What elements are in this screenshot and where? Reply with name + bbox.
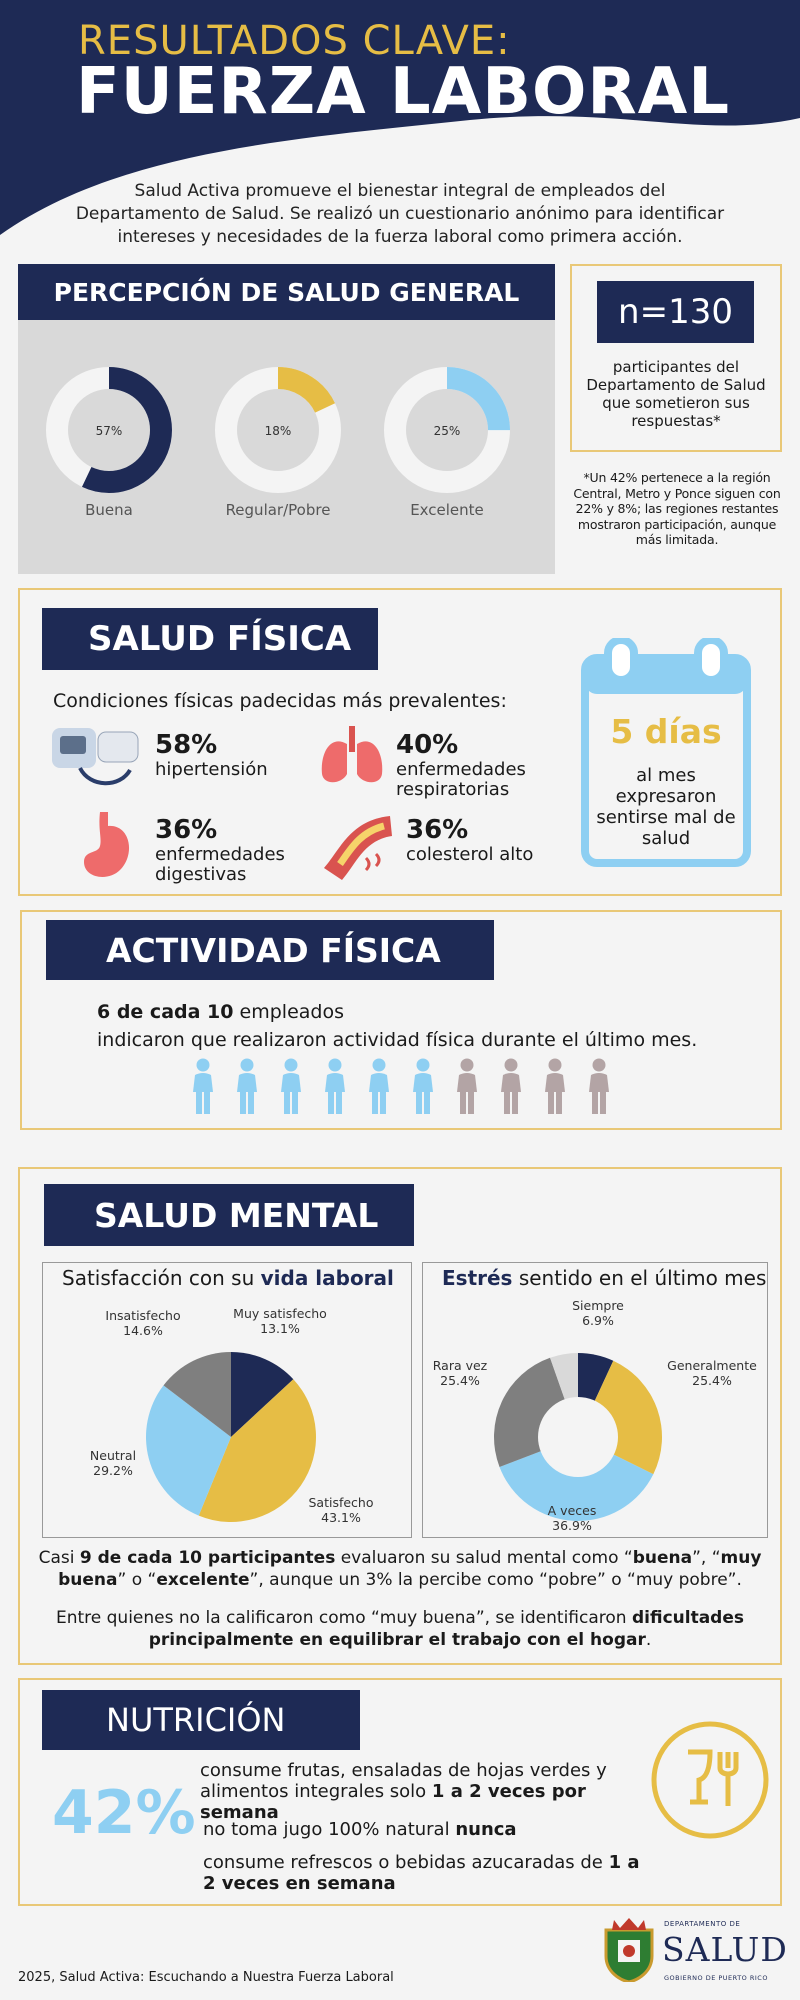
people-row (180, 1058, 630, 1118)
days-desc: al mes expresaron sentirse mal de salud (596, 765, 736, 849)
donut-label: Buena (85, 501, 133, 519)
logo-main-text: SALUD (662, 1930, 788, 1969)
fisica-item-hipertension: 58% hipertensión (155, 730, 268, 780)
pie-label: Rara vez (433, 1358, 488, 1373)
nutricion-line-3: consume refrescos o bebidas azucaradas d… (203, 1852, 640, 1894)
donut-label: Regular/Pobre (226, 501, 331, 519)
actividad-heading: ACTIVIDAD FÍSICA (46, 920, 494, 980)
participants-desc: participantes del Departamento de Salud … (586, 358, 766, 430)
pie-label: Insatisfecho (105, 1308, 180, 1323)
satisfaction-title: Satisfacción con su vida laboral (62, 1266, 394, 1290)
pie-slice (499, 1437, 654, 1521)
pie-slice (231, 1352, 294, 1437)
nutricion-line-1: consume frutas, ensaladas de hojas verde… (200, 1760, 607, 1823)
donut-hole (538, 1397, 618, 1477)
logo-bottom-text: GOBIERNO DE PUERTO RICO (664, 1974, 768, 1982)
pie-value: 14.6% (123, 1323, 163, 1338)
person-icon (281, 1058, 301, 1114)
calendar-icon (581, 638, 751, 867)
stress-chart-box (422, 1262, 768, 1538)
footer-credit: 2025, Salud Activa: Escuchando a Nuestra… (18, 1970, 394, 1985)
pie-label: Neutral (90, 1448, 136, 1463)
pie-slice (163, 1352, 231, 1437)
pie-label: Muy satisfecho (233, 1306, 327, 1321)
person-icon (545, 1058, 565, 1114)
satisfaction-chart-box (42, 1262, 412, 1538)
actividad-text: 6 de cada 10 empleados indicaron que rea… (97, 1001, 698, 1051)
person-icon (589, 1058, 609, 1114)
person-icon (457, 1058, 477, 1114)
pie-value: 13.1% (260, 1321, 300, 1336)
pie-slice (146, 1385, 231, 1516)
mental-para-2: Entre quienes no la calificaron como “mu… (55, 1608, 744, 1650)
donut-excelente: 25% Excelente (384, 367, 510, 519)
pie-value: 43.1% (321, 1510, 361, 1525)
header-subtitle: RESULTADOS CLAVE: (78, 18, 511, 64)
pie-value: 25.4% (692, 1373, 732, 1388)
header-wave (0, 0, 800, 235)
coat-of-arms-logo (604, 1918, 654, 1982)
donut-buena: 57% Buena (46, 367, 172, 519)
mental-para-1: Casi 9 de cada 10 participantes evaluaro… (38, 1548, 762, 1590)
nutricion-pct: 42% (52, 1778, 196, 1848)
fisica-item-colesterol: 36% colesterol alto (406, 815, 534, 865)
blood-pressure-monitor-icon (52, 728, 139, 786)
pie-value: 29.2% (93, 1463, 133, 1478)
donut-pct: 57% (96, 424, 123, 438)
participants-note: *Un 42% pertenece a la región Central, M… (573, 470, 781, 547)
nutricion-line-2: no toma jugo 100% natural nunca (203, 1819, 517, 1840)
logo-top-text: DEPARTAMENTO DE (664, 1920, 741, 1928)
participants-count: n=130 (597, 281, 754, 343)
fisica-item-digestivas: 36% enfermedades digestivas (155, 815, 285, 885)
cup-and-fork-icon (651, 1721, 769, 1839)
fisica-heading: SALUD FÍSICA (42, 608, 378, 670)
person-icon (237, 1058, 257, 1114)
person-icon (501, 1058, 521, 1114)
person-icon (413, 1058, 433, 1114)
person-icon (193, 1058, 213, 1114)
pie-value: 6.9% (582, 1313, 614, 1328)
pie-label: Siempre (572, 1298, 624, 1313)
donut-pct: 18% (265, 424, 292, 438)
person-icon (325, 1058, 345, 1114)
fisica-subheading: Condiciones físicas padecidas más preval… (53, 690, 507, 712)
person-icon (369, 1058, 389, 1114)
stress-title: Estrés sentido en el último mes (442, 1266, 767, 1290)
lungs-icon (321, 726, 383, 783)
artery-icon (324, 816, 392, 880)
nutricion-heading: NUTRICIÓN (42, 1690, 360, 1750)
percepcion-heading: PERCEPCIÓN DE SALUD GENERAL (18, 264, 555, 320)
mental-heading: SALUD MENTAL (44, 1184, 414, 1246)
header-title: FUERZA LABORAL (76, 55, 730, 129)
pie-value: 36.9% (552, 1518, 592, 1533)
pie-slice (198, 1379, 316, 1522)
donut-pct: 25% (434, 424, 461, 438)
intro-text: Salud Activa promueve el bienestar integ… (75, 181, 725, 247)
pie-label: A veces (548, 1503, 597, 1518)
donut-label: Excelente (410, 501, 484, 519)
pie-label: Generalmente (667, 1358, 757, 1373)
donut-regular-pobre: 18% Regular/Pobre (215, 367, 341, 519)
pie-label: Satisfecho (308, 1495, 373, 1510)
percepcion-donuts: 57% Buena 18% Regular/Pobre 25% Excelente (18, 340, 555, 530)
days-count: 5 días (610, 712, 722, 751)
pie-value: 25.4% (440, 1373, 480, 1388)
fisica-item-respiratorias: 40% enfermedades respiratorias (396, 730, 526, 800)
stomach-icon (84, 812, 130, 877)
